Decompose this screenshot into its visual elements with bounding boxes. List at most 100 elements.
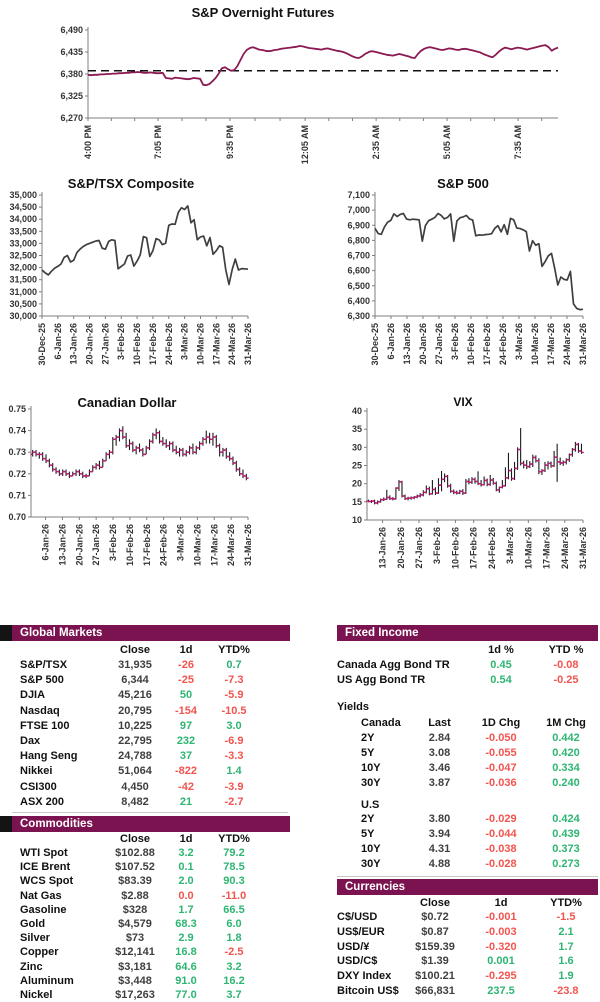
ytd-value: -2.7 bbox=[224, 795, 244, 808]
close-value: $66,831 bbox=[415, 985, 455, 997]
tenor-label: 5Y bbox=[361, 747, 375, 759]
close-value: $4,579 bbox=[118, 918, 152, 930]
chart-svg: 0.70 0.71 0.72 0.73 0.74 0.75 6-Jan-26 13-Jan-2… bbox=[8, 404, 253, 566]
svg-text:10-Feb-26: 10-Feb-26 bbox=[132, 323, 142, 365]
svg-text:7,100: 7,100 bbox=[347, 190, 370, 200]
svg-text:17-Feb-26: 17-Feb-26 bbox=[482, 323, 492, 365]
change-1d: -154 bbox=[174, 704, 198, 717]
svg-text:20-Jan-26: 20-Jan-26 bbox=[74, 524, 84, 566]
svg-text:0.71: 0.71 bbox=[8, 490, 26, 500]
chart-title-overnight-futures: S&P Overnight Futures bbox=[191, 5, 335, 20]
svg-text:31,000: 31,000 bbox=[9, 287, 37, 297]
svg-text:33,000: 33,000 bbox=[9, 238, 37, 248]
yield-1m-chg: 0.334 bbox=[552, 762, 580, 774]
col-header: 1d bbox=[179, 644, 193, 656]
row-label: Zinc bbox=[20, 960, 43, 973]
bond-1d-pct: 0.45 bbox=[490, 659, 512, 671]
change-1d: -0.295 bbox=[485, 970, 517, 983]
close-value: 10,225 bbox=[118, 719, 152, 732]
svg-text:30,500: 30,500 bbox=[9, 299, 37, 309]
svg-text:0.72: 0.72 bbox=[8, 469, 26, 479]
yield-1m-chg: 0.439 bbox=[552, 828, 580, 840]
ytd-value: 78.5 bbox=[223, 861, 245, 874]
yield-1m-chg: 0.373 bbox=[552, 843, 580, 855]
tenor-label: 10Y bbox=[361, 843, 381, 855]
col-header: Close bbox=[420, 897, 450, 909]
yields-label: Yields bbox=[337, 701, 369, 713]
svg-text:6-Jan-26: 6-Jan-26 bbox=[53, 323, 63, 360]
svg-text:24-Mar-26: 24-Mar-26 bbox=[560, 527, 570, 569]
change-1d: 0.0 bbox=[178, 889, 194, 902]
yield-last: 4.88 bbox=[428, 858, 451, 870]
svg-text:0.75: 0.75 bbox=[8, 404, 26, 414]
svg-text:32,500: 32,500 bbox=[9, 251, 37, 261]
svg-text:17-Feb-26: 17-Feb-26 bbox=[148, 323, 158, 365]
svg-text:13-Jan-26: 13-Jan-26 bbox=[57, 524, 67, 566]
section-header: Commodities bbox=[12, 816, 290, 832]
row-label: USD/C$ bbox=[337, 955, 378, 968]
divider bbox=[337, 876, 598, 877]
row-label: C$/USD bbox=[337, 911, 378, 923]
svg-text:17-Mar-26: 17-Mar-26 bbox=[542, 527, 552, 569]
yield-1m-chg: 0.424 bbox=[552, 813, 580, 825]
chart-svg: 10 15 20 25 30 35 40 13-Jan-26 20-Jan-26 27-Jan-2… bbox=[352, 406, 588, 569]
col-header: YTD% bbox=[550, 897, 582, 909]
col-header: Close bbox=[120, 833, 150, 845]
change-1d: 0.001 bbox=[487, 955, 515, 968]
ytd-value: -5.9 bbox=[224, 689, 244, 702]
ytd-value: -2.5 bbox=[224, 946, 244, 959]
row-label: US Agg Bond TR bbox=[337, 674, 426, 686]
svg-text:24-Feb-26: 24-Feb-26 bbox=[164, 323, 174, 365]
change-1d: 68.3 bbox=[175, 918, 197, 930]
bond-1d-pct: 0.54 bbox=[490, 674, 512, 686]
row-label: Canada Agg Bond TR bbox=[337, 659, 450, 671]
svg-text:3-Mar-26: 3-Mar-26 bbox=[505, 527, 515, 564]
yield-1d-chg: -0.036 bbox=[485, 777, 517, 789]
svg-text:10-Mar-26: 10-Mar-26 bbox=[530, 323, 540, 365]
close-value: $3,181 bbox=[118, 960, 152, 973]
svg-text:6-Jan-26: 6-Jan-26 bbox=[41, 524, 51, 561]
change-1d: 37 bbox=[179, 750, 193, 763]
svg-text:24-Feb-26: 24-Feb-26 bbox=[159, 524, 169, 566]
svg-text:7:35 AM: 7:35 AM bbox=[513, 125, 523, 159]
us-label: U.S bbox=[361, 799, 380, 811]
ytd-value: 6.0 bbox=[226, 918, 242, 930]
tenor-label: 2Y bbox=[361, 732, 375, 744]
svg-text:3-Feb-26: 3-Feb-26 bbox=[432, 527, 442, 564]
section-header: Fixed Income bbox=[337, 625, 598, 641]
change-1d: -26 bbox=[178, 659, 194, 671]
close-value: $83.39 bbox=[118, 875, 152, 888]
ytd-value: 66.5 bbox=[223, 903, 245, 916]
row-label: Bitcoin US$ bbox=[337, 985, 399, 997]
change-1d: -42 bbox=[178, 780, 194, 793]
ytd-value: -10.5 bbox=[221, 704, 247, 717]
svg-text:9:35 PM: 9:35 PM bbox=[225, 125, 235, 159]
tenor-label: 30Y bbox=[361, 777, 381, 789]
svg-text:31-Mar-26: 31-Mar-26 bbox=[578, 323, 588, 365]
section-header: Global Markets bbox=[12, 625, 290, 641]
col-header: Last bbox=[428, 717, 451, 729]
change-1d: -25 bbox=[178, 674, 194, 687]
yield-1d-chg: -0.038 bbox=[485, 843, 517, 855]
svg-text:6,325: 6,325 bbox=[60, 91, 83, 101]
change-1d: 237.5 bbox=[487, 985, 515, 997]
row-label: FTSE 100 bbox=[20, 719, 70, 732]
close-value: $107.52 bbox=[115, 861, 155, 874]
svg-text:35: 35 bbox=[352, 424, 362, 434]
canada-label: Canada bbox=[361, 717, 401, 729]
change-1d: 0.1 bbox=[178, 861, 194, 874]
left-tables-column: Global Markets Close 1d YTD% S&P/TSX 31,935 -2… bbox=[0, 620, 300, 1001]
close-value: $159.39 bbox=[415, 940, 455, 953]
svg-text:2:35 AM: 2:35 AM bbox=[371, 125, 381, 159]
change-1d: 16.8 bbox=[175, 946, 197, 959]
row-label: S&P 500 bbox=[20, 674, 64, 687]
svg-text:6,400: 6,400 bbox=[347, 296, 370, 306]
row-label: Nat Gas bbox=[20, 889, 62, 902]
close-value: 24,788 bbox=[118, 750, 152, 763]
change-1d: 2.9 bbox=[178, 932, 194, 945]
svg-text:6,490: 6,490 bbox=[60, 25, 83, 35]
svg-text:30-Dec-25: 30-Dec-25 bbox=[370, 323, 380, 366]
col-header: YTD % bbox=[548, 644, 584, 656]
row-label: USD/¥ bbox=[337, 940, 370, 953]
